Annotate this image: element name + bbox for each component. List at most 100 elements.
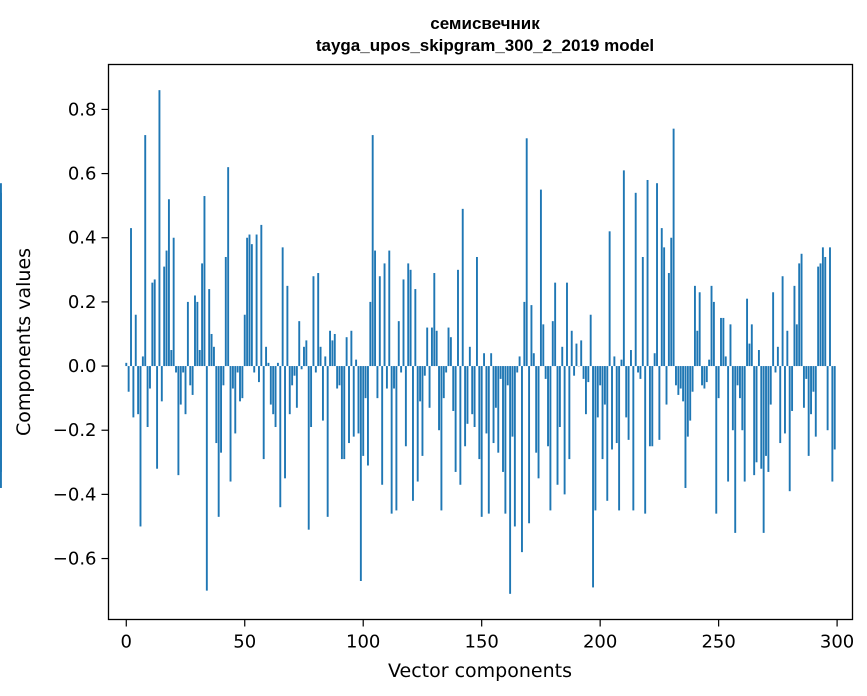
bar-236 — [684, 366, 687, 488]
x-tick-label: 50 — [233, 632, 256, 653]
bar-152 — [485, 366, 488, 434]
y-axis-ticks: −0.6 −0.4 −0.2 0.0 0.2 0.4 0.6 0.8 — [53, 99, 109, 570]
bar-259 — [739, 366, 741, 399]
bar-265 — [753, 366, 756, 476]
bar-37 — [212, 346, 215, 367]
bar-180 — [551, 321, 554, 367]
bar-140 — [457, 269, 459, 367]
bar-287 — [805, 366, 808, 379]
bar-143 — [464, 366, 467, 447]
bar-207 — [615, 366, 618, 444]
bar-277 — [781, 276, 784, 367]
bar-17 — [165, 250, 168, 367]
bar-153 — [487, 366, 490, 514]
bar-213 — [630, 350, 632, 367]
bar-undefined — [0, 263, 2, 367]
bar-100 — [362, 366, 365, 456]
y-tick-label: 0.4 — [68, 228, 97, 249]
bar-104 — [371, 135, 374, 367]
bar-6 — [139, 366, 142, 527]
bar-272 — [769, 366, 772, 405]
bar-59 — [265, 346, 268, 367]
y-tick-label: −0.4 — [53, 484, 97, 505]
bar-202 — [603, 366, 606, 405]
bar-126 — [423, 366, 426, 376]
bar-46 — [234, 366, 237, 434]
x-axis-ticks: 0 50 100 150 200 250 300 — [121, 619, 854, 653]
bar-undefined — [0, 366, 2, 447]
bar-174 — [537, 366, 540, 479]
bar-251 — [720, 317, 722, 367]
bar-4 — [134, 314, 137, 367]
bar-56 — [258, 366, 260, 383]
bar-220 — [646, 179, 649, 367]
x-tick-label: 150 — [465, 632, 499, 653]
bar-227 — [663, 247, 666, 367]
bar-1 — [127, 366, 130, 392]
bar-289 — [810, 366, 812, 415]
bar-189 — [573, 366, 576, 376]
bar-248 — [712, 301, 715, 367]
bar-73 — [298, 321, 301, 367]
bar-112 — [390, 366, 393, 514]
bar-281 — [791, 366, 794, 411]
bar-19 — [170, 350, 173, 367]
bar-64 — [276, 362, 279, 367]
bar-176 — [542, 324, 545, 367]
bar-142 — [461, 208, 464, 367]
bar-81 — [317, 273, 320, 367]
bar-58 — [262, 366, 265, 460]
bar-170 — [528, 366, 531, 524]
bar-42 — [224, 256, 227, 367]
bar-67 — [284, 366, 286, 479]
bar-13 — [156, 366, 159, 469]
bar-261 — [743, 366, 746, 482]
bar-243 — [701, 366, 703, 386]
bar-234 — [679, 366, 682, 389]
bar-173 — [535, 366, 538, 453]
bar-268 — [760, 366, 763, 469]
bar-121 — [412, 366, 414, 501]
bar-137 — [449, 337, 452, 367]
y-tick-label: 0.2 — [68, 292, 97, 313]
bar-169 — [525, 138, 528, 367]
bar-296 — [826, 366, 829, 431]
bar-218 — [641, 256, 644, 367]
bar-150 — [480, 366, 483, 517]
bar-209 — [620, 359, 623, 367]
bar-201 — [601, 366, 604, 460]
bar-280 — [788, 366, 791, 492]
bar-231 — [672, 128, 675, 367]
bar-141 — [459, 366, 462, 485]
bar-177 — [544, 366, 547, 379]
bar-247 — [710, 285, 713, 367]
bar-282 — [793, 285, 796, 367]
x-tick-label: 0 — [121, 632, 132, 653]
y-tick-label: 0.0 — [68, 356, 97, 377]
bar-91 — [340, 366, 343, 460]
bar-264 — [750, 324, 753, 367]
bar-106 — [376, 366, 379, 399]
bar-82 — [319, 346, 322, 367]
bar-116 — [400, 366, 403, 373]
bar-204 — [608, 231, 611, 367]
bar-157 — [497, 366, 500, 453]
bar-274 — [774, 366, 777, 373]
bar-107 — [378, 276, 381, 367]
bar-275 — [776, 346, 779, 367]
bar-94 — [348, 366, 350, 444]
bar-9 — [146, 366, 149, 428]
bar-93 — [345, 337, 348, 367]
bar-83 — [321, 366, 324, 421]
bar-242 — [698, 292, 701, 367]
bar-102 — [367, 366, 369, 466]
bar-164 — [513, 366, 516, 527]
bar-70 — [291, 366, 294, 386]
bar-48 — [239, 366, 241, 402]
bar-5 — [137, 366, 140, 415]
bar-80 — [314, 366, 317, 373]
bar-53 — [250, 244, 253, 367]
bar-211 — [625, 366, 628, 418]
bar-161 — [506, 366, 509, 386]
